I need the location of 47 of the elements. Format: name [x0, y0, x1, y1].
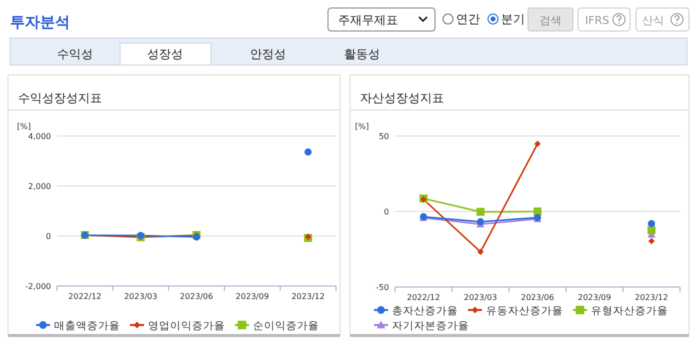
point — [477, 248, 484, 256]
text: 성장성 — [147, 47, 183, 61]
legend-label: 유동자산증가율 — [486, 305, 563, 317]
x-tick-label: 2023/12 — [291, 292, 325, 301]
text: 안정성 — [250, 47, 286, 61]
point — [534, 140, 541, 148]
x-tick-label: 2023/09 — [236, 292, 269, 301]
legend-label: 순이익증가율 — [253, 320, 319, 332]
x-tick-label: 2023/09 — [578, 293, 612, 302]
y-tick-label: 50 — [378, 132, 389, 141]
point — [304, 148, 312, 156]
text: 투자분석 — [10, 13, 70, 31]
y-tick-label: 2,000 — [28, 182, 51, 191]
text: 분기 — [501, 12, 525, 26]
y-tick-label: 4,000 — [28, 132, 51, 141]
point — [648, 220, 656, 228]
text: 연간 — [456, 12, 480, 26]
x-tick-label: 2023/06 — [180, 292, 214, 301]
legend-label: 유형자산증가율 — [591, 305, 668, 317]
chart-title: 자산성장성지표 — [360, 91, 444, 105]
y-tick-label: -50 — [376, 283, 389, 292]
y-tick-label: 0 — [46, 232, 51, 241]
x-tick-label: 2023/03 — [124, 292, 158, 301]
x-tick-label: 2023/06 — [520, 293, 554, 302]
point — [476, 208, 484, 216]
x-tick-label: 2023/03 — [464, 293, 498, 302]
y-tick-label: -2,000 — [25, 282, 51, 291]
y-tick-label: 0 — [384, 208, 389, 216]
legend-label: 매출액증가율 — [54, 320, 120, 332]
x-tick-label: 2022/12 — [406, 293, 440, 302]
x-tick-label: 2023/12 — [634, 293, 668, 302]
text: 검색 — [540, 14, 562, 27]
chart-title: 수익성장성지표 — [18, 91, 102, 105]
text: 산식 — [642, 14, 664, 27]
legend-label: 영업이익증가율 — [148, 320, 225, 332]
legend-label: 총자산증가율 — [392, 305, 458, 317]
y-axis-title: [%] — [355, 122, 369, 131]
point — [648, 238, 655, 244]
x-tick-label: 2022/12 — [68, 292, 102, 301]
text: 수익성 — [57, 47, 93, 61]
point — [534, 208, 542, 216]
text: 주재무제표 — [338, 13, 398, 27]
y-axis-title: [%] — [17, 122, 31, 131]
text: IFRS — [585, 14, 610, 27]
point — [648, 226, 656, 234]
legend-label: 자기자본증가율 — [392, 320, 469, 332]
text: 활동성 — [344, 47, 380, 61]
